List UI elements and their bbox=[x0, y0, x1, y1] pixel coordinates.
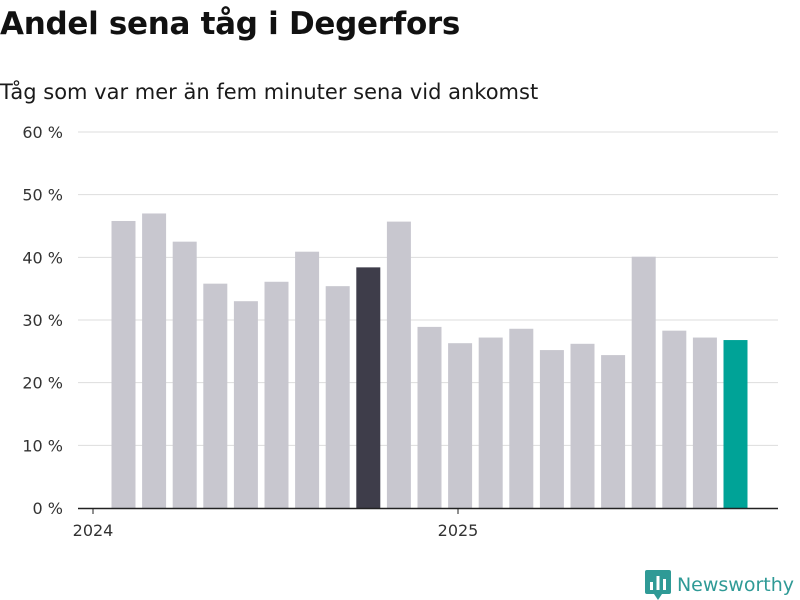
chart-subtitle: Tåg som var mer än fem minuter sena vid … bbox=[0, 80, 539, 104]
bar[interactable] bbox=[325, 286, 350, 508]
y-tick-label: 30 % bbox=[22, 311, 63, 330]
bar[interactable] bbox=[386, 221, 411, 508]
y-tick-label: 10 % bbox=[22, 436, 63, 455]
bar[interactable] bbox=[631, 256, 656, 508]
x-tick-label: 2025 bbox=[438, 521, 479, 540]
bar[interactable] bbox=[295, 251, 320, 508]
bar[interactable] bbox=[723, 340, 748, 508]
y-tick-label: 40 % bbox=[22, 248, 63, 267]
bar[interactable] bbox=[417, 326, 442, 508]
x-tick-label: 2024 bbox=[73, 521, 114, 540]
bar[interactable] bbox=[203, 283, 228, 508]
bar[interactable] bbox=[233, 301, 258, 508]
bar[interactable] bbox=[509, 328, 534, 508]
y-tick-label: 20 % bbox=[22, 374, 63, 393]
bar-layer bbox=[111, 213, 748, 508]
y-tick-label: 50 % bbox=[22, 186, 63, 205]
bar[interactable] bbox=[142, 213, 167, 508]
brand[interactable]: Newsworthy bbox=[644, 570, 794, 600]
bar[interactable] bbox=[264, 281, 289, 508]
bar[interactable] bbox=[601, 355, 626, 508]
y-tick-label: 60 % bbox=[22, 123, 63, 142]
chart-title: Andel sena tåg i Degerfors bbox=[0, 6, 461, 42]
bar[interactable] bbox=[356, 267, 381, 508]
bar[interactable] bbox=[662, 330, 687, 508]
bar[interactable] bbox=[539, 350, 564, 508]
y-tick-label: 0 % bbox=[33, 499, 63, 518]
bar[interactable] bbox=[570, 343, 595, 508]
bar-chart-speech-bubble-icon bbox=[644, 570, 671, 600]
brand-name: Newsworthy bbox=[676, 574, 794, 596]
bar[interactable] bbox=[692, 337, 717, 508]
bar[interactable] bbox=[448, 343, 473, 508]
bar[interactable] bbox=[111, 220, 136, 508]
bar[interactable] bbox=[172, 241, 197, 508]
bar[interactable] bbox=[478, 337, 503, 508]
axis-layer: 0 % 10 % 20 % 30 % 40 % 50 % 60 % 2024 2025 bbox=[22, 123, 778, 540]
